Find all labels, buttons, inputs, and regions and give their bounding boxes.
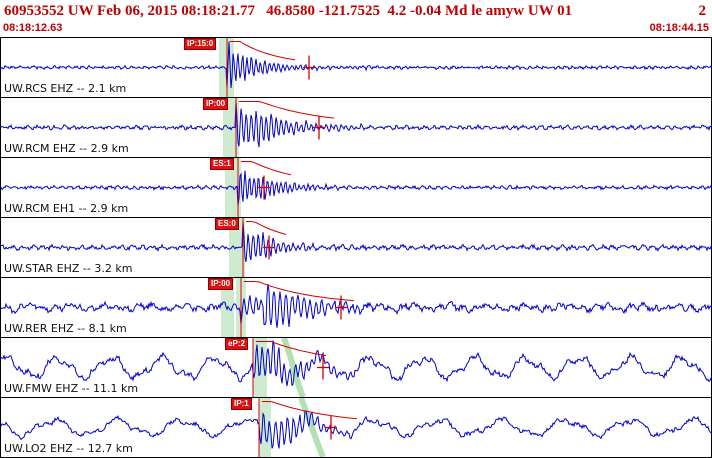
coda-duration-marker[interactable]	[258, 175, 270, 200]
event-summary-text: 60953552 UW Feb 06, 2015 08:18:21.77 46.…	[4, 2, 573, 19]
trace-plot	[1, 218, 712, 277]
moveout-curve	[298, 398, 326, 457]
seismogram-trace[interactable]	[1, 170, 712, 206]
coda-envelope-curve	[239, 101, 335, 119]
station-label: UW.RER EHZ -- 8.1 km	[4, 322, 127, 335]
waveform-panel-3[interactable]: ES:1 UW.RCM EH1 -- 2.9 km	[0, 157, 712, 217]
station-label: UW.FMW EHZ -- 11.1 km	[4, 382, 139, 395]
phase-pick-flag[interactable]: eP:2	[225, 338, 248, 350]
waveform-panel-1[interactable]: IP:15:0 UW.RCS EHZ -- 2.1 km	[0, 37, 712, 97]
window-end-time: 08:18:44.15	[649, 22, 709, 34]
waveform-panel-6[interactable]: eP:2 UW.FMW EHZ -- 11.1 km	[0, 337, 712, 397]
coda-duration-marker[interactable]	[317, 355, 329, 380]
seismogram-trace[interactable]	[1, 410, 712, 449]
waveform-panel-4[interactable]: ES:0 UW.STAR EHZ -- 3.2 km	[0, 217, 712, 277]
phase-pick-flag[interactable]: IP:00	[208, 278, 234, 290]
page-number: 2	[698, 2, 707, 19]
seismogram-trace[interactable]	[1, 41, 712, 89]
time-window-bar: 08:18:12.63 08:18:44.15	[0, 22, 712, 37]
coda-envelope-curve	[262, 401, 358, 420]
phase-pick-flag[interactable]: IP:00	[203, 98, 229, 110]
coda-duration-marker[interactable]	[263, 235, 275, 260]
coda-envelope-curve	[241, 161, 292, 176]
station-label: UW.RCM EH1 -- 2.9 km	[4, 202, 129, 215]
coda-envelope-curve	[244, 281, 355, 302]
station-label: UW.STAR EHZ -- 3.2 km	[4, 262, 133, 275]
phase-pick-flag[interactable]: ES:0	[215, 218, 239, 230]
phase-pick-flag[interactable]: IP:1	[231, 398, 252, 410]
coda-envelope-curve	[246, 221, 287, 235]
coda-duration-marker[interactable]	[303, 55, 315, 80]
phase-pick-flag[interactable]: IP:15:0	[184, 38, 217, 50]
waveform-panel-5[interactable]: IP:00 UW.RER EHZ -- 8.1 km	[0, 277, 712, 337]
coda-envelope-curve	[230, 41, 296, 61]
highlight-band	[223, 98, 239, 157]
station-label: UW.LO2 EHZ -- 12.7 km	[4, 442, 133, 455]
coda-duration-marker[interactable]	[313, 115, 325, 140]
station-label: UW.RCM EHZ -- 2.9 km	[4, 142, 129, 155]
seismogram-trace[interactable]	[1, 340, 712, 387]
coda-envelope-curve	[256, 341, 327, 357]
coda-duration-marker[interactable]	[335, 295, 347, 320]
seismogram-trace[interactable]	[1, 220, 712, 263]
waveform-panel-7[interactable]: IP:1 UW.LO2 EHZ -- 12.7 km	[0, 397, 712, 458]
station-label: UW.RCS EHZ -- 2.1 km	[4, 82, 127, 95]
coda-duration-marker[interactable]	[325, 415, 337, 440]
moveout-curve	[281, 338, 306, 397]
event-header: 60953552 UW Feb 06, 2015 08:18:21.77 46.…	[0, 0, 712, 22]
trace-plot	[1, 338, 712, 397]
seismogram-trace[interactable]	[1, 283, 712, 328]
phase-pick-flag[interactable]: ES:1	[210, 158, 234, 170]
waveform-list: IP:15:0 UW.RCS EHZ -- 2.1 km IP:00 UW.RCM E…	[0, 37, 712, 458]
seismogram-trace[interactable]	[1, 100, 712, 148]
trace-plot	[1, 278, 712, 337]
waveform-panel-2[interactable]: IP:00 UW.RCM EHZ -- 2.9 km	[0, 97, 712, 157]
trace-plot	[1, 158, 712, 217]
trace-plot	[1, 398, 712, 457]
window-start-time: 08:18:12.63	[3, 22, 63, 34]
trace-plot	[1, 98, 712, 157]
trace-plot	[1, 38, 712, 97]
